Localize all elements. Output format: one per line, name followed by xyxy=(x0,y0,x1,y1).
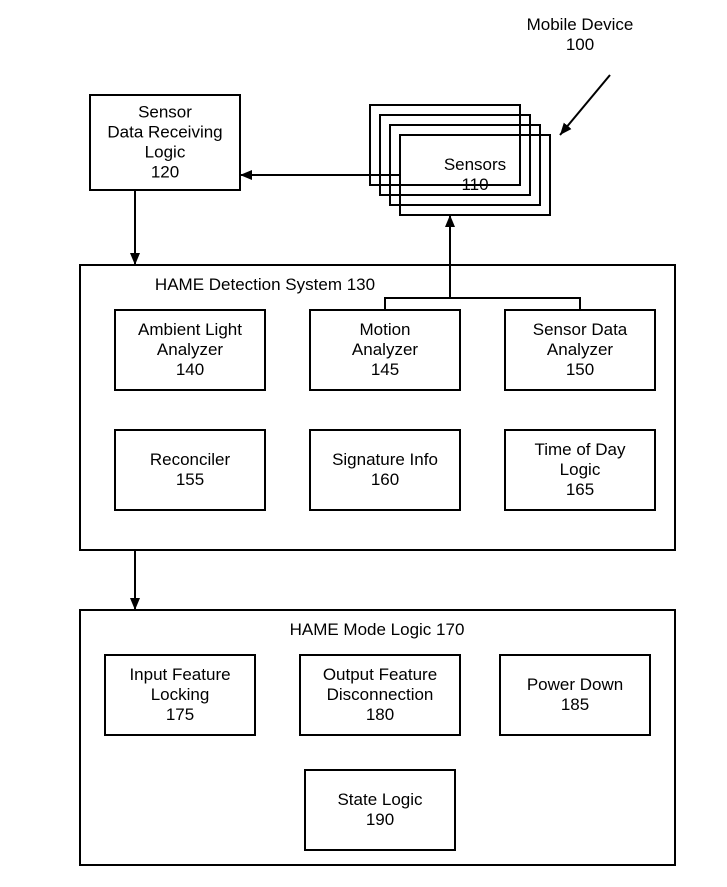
title-pointer-arrow xyxy=(560,75,610,135)
signature-info-box-label: 160 xyxy=(371,470,399,489)
hame-detection-system-box: HAME Detection System 130 xyxy=(80,265,675,550)
hame-mode-logic-box-title: HAME Mode Logic 170 xyxy=(290,620,465,639)
input-feature-locking-box-label: 175 xyxy=(166,705,194,724)
power-down-box-label: Power Down xyxy=(527,675,623,694)
power-down-box-label: 185 xyxy=(561,695,589,714)
ambient-light-analyzer-box: Ambient LightAnalyzer140 xyxy=(115,310,265,390)
sensors-box: Sensors110 xyxy=(370,105,550,215)
input-feature-locking-box-label: Input Feature xyxy=(129,665,230,684)
diagram-title: Mobile Device xyxy=(527,15,634,34)
motion-analyzer-box-label: Analyzer xyxy=(352,340,418,359)
power-down-box: Power Down185 xyxy=(500,655,650,735)
motion-analyzer-box: MotionAnalyzer145 xyxy=(310,310,460,390)
sensor-data-receiving-logic-box-label: Data Receiving xyxy=(107,123,222,142)
sensor-data-analyzer-box-label: Sensor Data xyxy=(533,320,628,339)
motion-analyzer-box-label: Motion xyxy=(359,320,410,339)
state-logic-box-label: State Logic xyxy=(337,790,423,809)
time-of-day-logic-box-label: 165 xyxy=(566,480,594,499)
output-feature-disconnection-box-label: Output Feature xyxy=(323,665,437,684)
diagram-title-ref: 100 xyxy=(566,35,594,54)
ambient-light-analyzer-box-label: Ambient Light xyxy=(138,320,242,339)
signature-info-box-label: Signature Info xyxy=(332,450,438,469)
sensors-box-label: Sensors xyxy=(444,155,506,174)
input-feature-locking-box: Input FeatureLocking175 xyxy=(105,655,255,735)
motion-analyzer-box-label: 145 xyxy=(371,360,399,379)
sensor-data-analyzer-box-label: 150 xyxy=(566,360,594,379)
output-feature-disconnection-box-label: 180 xyxy=(366,705,394,724)
time-of-day-logic-box-label: Logic xyxy=(560,460,601,479)
sensor-data-receiving-logic-box: SensorData ReceivingLogic120 xyxy=(90,95,240,190)
time-of-day-logic-box-label: Time of Day xyxy=(534,440,626,459)
sensor-data-receiving-logic-box-label: 120 xyxy=(151,163,179,182)
sensor-data-analyzer-box: Sensor DataAnalyzer150 xyxy=(505,310,655,390)
ambient-light-analyzer-box-label: 140 xyxy=(176,360,204,379)
reconciler-box: Reconciler155 xyxy=(115,430,265,510)
output-feature-disconnection-box-label: Disconnection xyxy=(327,685,434,704)
output-feature-disconnection-box: Output FeatureDisconnection180 xyxy=(300,655,460,735)
hds-top-to-sensors-bracket xyxy=(385,215,580,310)
time-of-day-logic-box: Time of DayLogic165 xyxy=(505,430,655,510)
hame-detection-system-box-title: HAME Detection System 130 xyxy=(155,275,375,294)
input-feature-locking-box-label: Locking xyxy=(151,685,210,704)
sensor-data-analyzer-box-label: Analyzer xyxy=(547,340,613,359)
sensor-data-receiving-logic-box-label: Sensor xyxy=(138,103,192,122)
sensor-data-receiving-logic-box-label: Logic xyxy=(145,143,186,162)
state-logic-box: State Logic190 xyxy=(305,770,455,850)
ambient-light-analyzer-box-label: Analyzer xyxy=(157,340,223,359)
sensors-box-label: 110 xyxy=(461,175,488,194)
reconciler-box-label: Reconciler xyxy=(150,450,231,469)
reconciler-box-label: 155 xyxy=(176,470,204,489)
state-logic-box-label: 190 xyxy=(366,810,394,829)
signature-info-box: Signature Info160 xyxy=(310,430,460,510)
